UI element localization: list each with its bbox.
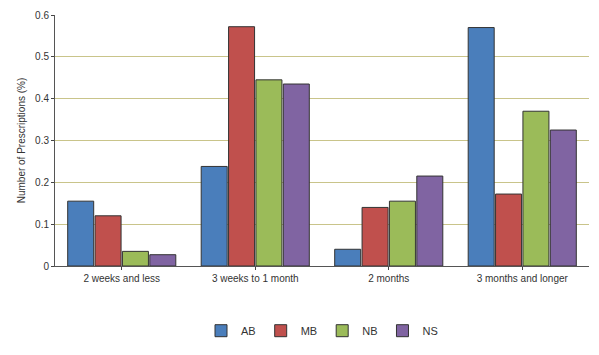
svg-text:0.5: 0.5: [35, 51, 49, 62]
svg-text:MB: MB: [301, 325, 318, 337]
svg-text:3 months and longer: 3 months and longer: [477, 273, 569, 284]
svg-text:2 months: 2 months: [368, 273, 409, 284]
svg-text:0: 0: [43, 261, 49, 272]
svg-text:0.4: 0.4: [35, 93, 49, 104]
svg-text:0.6: 0.6: [35, 10, 49, 21]
svg-text:NS: NS: [422, 325, 437, 337]
svg-text:3 weeks to 1 month: 3 weeks to 1 month: [212, 273, 299, 284]
svg-text:AB: AB: [241, 325, 256, 337]
svg-text:NB: NB: [362, 325, 377, 337]
svg-text:2 weeks and less: 2 weeks and less: [83, 273, 160, 284]
svg-text:0.2: 0.2: [35, 177, 49, 188]
svg-text:0.1: 0.1: [35, 219, 49, 230]
svg-text:Number of Prescriptions (%): Number of Prescriptions (%): [16, 78, 27, 204]
svg-text:0.3: 0.3: [35, 135, 49, 146]
